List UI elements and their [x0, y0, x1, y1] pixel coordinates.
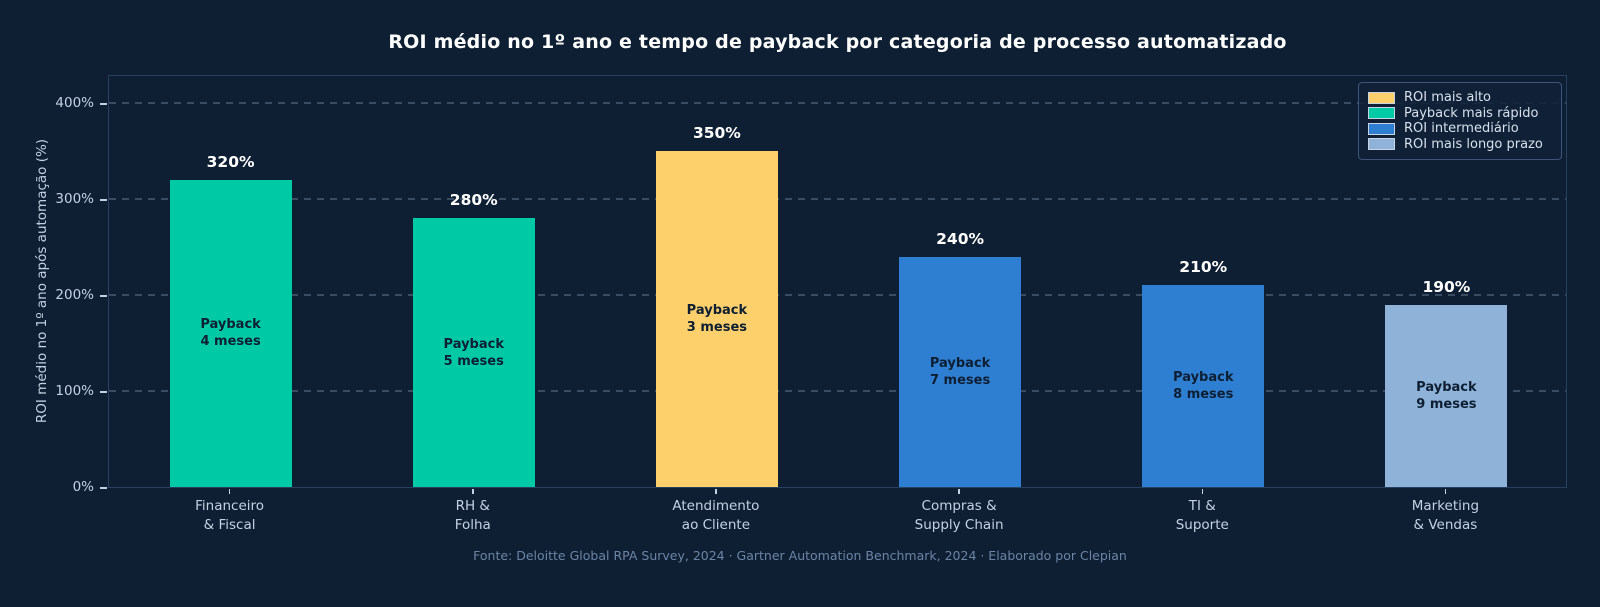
gridline: [109, 198, 1566, 200]
x-category-line: Compras &: [921, 498, 997, 514]
legend-item: ROI mais alto: [1368, 90, 1551, 105]
legend-item-label: ROI intermediário: [1404, 121, 1519, 137]
bar-value-label: 320%: [206, 152, 255, 171]
legend-item: ROI intermediário: [1368, 121, 1551, 136]
bar-payback-line: 4 meses: [200, 334, 261, 350]
x-category-label: Compras & Supply Chain: [849, 497, 1069, 534]
y-tick-label: 0%: [72, 479, 94, 495]
y-tick-label: 400%: [55, 94, 94, 111]
y-tick-mark: [100, 199, 107, 201]
y-tick-label: 300%: [55, 190, 94, 207]
x-category-label: RH & Folha: [363, 497, 583, 534]
legend-swatch: [1368, 138, 1395, 151]
x-tick-mark: [472, 489, 474, 494]
y-tick-label: 100%: [55, 382, 94, 399]
y-tick-label: 200%: [55, 286, 94, 303]
x-category-label: Atendimento ao Cliente: [606, 497, 826, 534]
x-category-line: Financeiro: [195, 498, 265, 514]
bar-value-label: 280%: [449, 191, 498, 210]
x-category-line: TI &: [1188, 498, 1216, 514]
y-tick-mark: [100, 103, 107, 105]
legend-item-label: ROI mais longo prazo: [1404, 136, 1543, 152]
x-category-line: RH &: [455, 498, 490, 514]
gridline: [109, 102, 1566, 104]
chart-title: ROI médio no 1º ano e tempo de payback p…: [388, 31, 1287, 53]
bar: Payback 5 meses: [412, 218, 535, 487]
gridline: [109, 294, 1566, 296]
bar: Payback 8 meses: [1142, 285, 1265, 487]
bar-payback-line: 3 meses: [686, 319, 748, 335]
bar: Payback 3 meses: [655, 150, 778, 487]
y-tick-mark: [100, 487, 107, 489]
bar-payback-label: Payback 9 meses: [1416, 379, 1476, 413]
y-tick-mark: [100, 391, 107, 393]
bar-value-label: 350%: [692, 123, 741, 142]
x-category-line: Folha: [454, 516, 491, 533]
x-category-line: Suporte: [1175, 516, 1229, 533]
plot-area: Payback 4 meses 320% Payback 5 meses 280% Payb…: [108, 75, 1567, 488]
x-category-line: & Vendas: [1413, 516, 1478, 533]
legend-item: ROI mais longo prazo: [1368, 137, 1551, 152]
bar: Payback 7 meses: [899, 256, 1022, 487]
bar-payback-line: Payback: [1416, 379, 1477, 395]
gridline: [109, 390, 1566, 392]
bar-payback-line: Payback: [686, 302, 748, 318]
bar-payback-label: Payback 7 meses: [930, 355, 990, 389]
x-tick-mark: [715, 489, 717, 494]
bar: Payback 4 meses: [169, 179, 292, 487]
source-note: Fonte: Deloitte Global RPA Survey, 2024 …: [473, 548, 1127, 563]
legend: ROI mais alto Payback mais rápido ROI inte…: [1358, 82, 1562, 160]
bar-payback-line: 7 meses: [929, 372, 991, 388]
bar-value-label: 190%: [1422, 277, 1471, 296]
bar-value-label: 240%: [936, 229, 985, 248]
legend-item-label: ROI mais alto: [1404, 90, 1492, 105]
legend-swatch: [1368, 91, 1395, 104]
x-category-line: Marketing: [1411, 498, 1480, 514]
bar: Payback 9 meses: [1385, 304, 1508, 487]
legend-item-label: Payback mais rápido: [1404, 105, 1539, 121]
bar-payback-line: 5 meses: [443, 353, 504, 369]
x-tick-mark: [1444, 489, 1447, 494]
bar-value-label: 210%: [1179, 258, 1228, 277]
x-category-line: Atendimento: [672, 498, 760, 514]
legend-swatch: [1368, 122, 1395, 135]
y-tick-mark: [100, 295, 107, 297]
x-tick-mark: [958, 489, 960, 494]
y-axis-label: ROI médio no 1º ano após automação (%): [34, 138, 50, 424]
bar-payback-line: Payback: [929, 355, 991, 371]
bar-payback-line: Payback: [200, 317, 261, 333]
bar-payback-line: 8 meses: [1173, 387, 1234, 403]
bar-payback-label: Payback 8 meses: [1173, 369, 1233, 403]
legend-item: Payback mais rápido: [1368, 106, 1551, 121]
x-category-label: Marketing & Vendas: [1335, 497, 1555, 534]
x-tick-mark: [228, 489, 231, 494]
x-category-line: & Fiscal: [203, 516, 256, 533]
bar-payback-line: Payback: [443, 336, 504, 352]
bar-payback-line: Payback: [1173, 370, 1234, 386]
bar-payback-label: Payback 3 meses: [687, 302, 747, 336]
x-tick-mark: [1201, 489, 1203, 494]
x-category-line: Supply Chain: [914, 516, 1004, 533]
legend-swatch: [1368, 107, 1395, 120]
bar-payback-label: Payback 5 meses: [444, 336, 504, 370]
bar-payback-label: Payback 4 meses: [200, 316, 260, 350]
x-category-label: Financeiro & Fiscal: [120, 497, 340, 534]
bar-payback-line: 9 meses: [1416, 396, 1477, 412]
x-category-label: TI & Suporte: [1092, 497, 1312, 534]
x-category-line: ao Cliente: [681, 516, 751, 533]
